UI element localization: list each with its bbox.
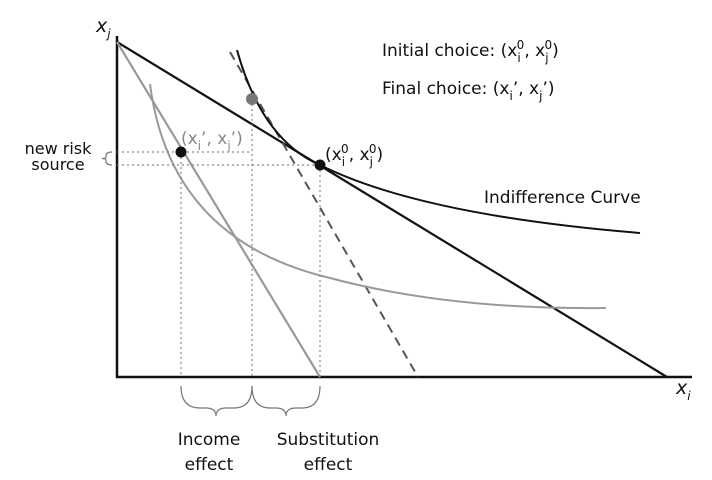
new-budget-line: [116, 41, 321, 378]
text-run: j: [544, 51, 548, 65]
text-run: i: [509, 89, 512, 103]
final-label: (xi’, xj’): [181, 129, 243, 153]
text-run: (x: [181, 129, 198, 149]
text-run: ): [377, 145, 384, 165]
final-point: [175, 146, 187, 158]
legend-final: Final choice: (xi’, xj’): [382, 79, 554, 103]
text-run: Final choice: (x: [382, 79, 509, 99]
text-run: i: [517, 51, 520, 65]
text-run: , x: [349, 145, 370, 165]
risk-label: source: [31, 155, 84, 174]
text-run: ’, x: [201, 129, 227, 149]
text-run: Initial choice: (x: [382, 41, 517, 61]
legend-initial: Initial choice: (xi0, xj0): [382, 38, 559, 65]
substitution-label: effect: [304, 455, 353, 475]
x-axis-label: xi: [675, 377, 691, 403]
lines: [101, 36, 692, 417]
curve-label: Indifference Curve: [484, 188, 641, 208]
initial-label: (xi0, xj0): [325, 142, 383, 169]
text-run: j: [105, 27, 111, 41]
compensated-point: [246, 93, 258, 105]
text-run: ’): [542, 79, 554, 99]
text-run: ’): [231, 129, 243, 149]
text-run: x: [95, 15, 108, 37]
text-run: 0: [341, 142, 349, 156]
indifference-curve: [236, 49, 641, 234]
text-run: (x: [325, 145, 342, 165]
text-run: ’, x: [513, 79, 539, 99]
y-axis-label: xj: [95, 15, 111, 41]
risk-label: new risk: [25, 139, 93, 158]
income-label: Income: [178, 430, 241, 450]
compensated-budget-line: [229, 51, 419, 378]
income-label: effect: [185, 455, 234, 475]
guides: [117, 99, 321, 377]
text-run: i: [687, 389, 691, 403]
text-run: ): [552, 41, 559, 61]
text-run: 0: [517, 38, 525, 52]
text-run: i: [198, 139, 201, 153]
text-run: , x: [524, 41, 545, 61]
grey-curve: [149, 83, 607, 310]
text-run: i: [342, 155, 345, 169]
text-run: 0: [545, 38, 553, 52]
text-run: j: [226, 139, 230, 153]
text-run: 0: [369, 142, 377, 156]
text-run: x: [675, 377, 688, 399]
text-run: j: [369, 155, 373, 169]
text-run: j: [538, 89, 542, 103]
substitution-label: Substitution: [277, 430, 380, 450]
budget-line: [116, 41, 668, 378]
braces: [101, 151, 321, 417]
initial-point: [314, 159, 326, 171]
